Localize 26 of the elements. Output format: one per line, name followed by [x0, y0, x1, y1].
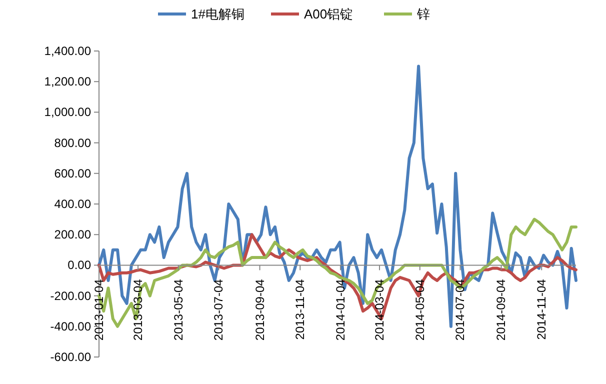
y-tick-label: 1,000.00 [44, 105, 92, 120]
x-tick-label: 2013-11-04 [293, 278, 308, 340]
x-tick-label: 2014-05-04 [412, 278, 427, 341]
y-tick-label: 0.00 [68, 258, 92, 272]
y-tick-label: -200.00 [50, 288, 92, 303]
y-tick-label: 600.00 [54, 166, 92, 180]
legend-label: A00铝锭 [304, 6, 354, 22]
x-tick-label: 2013-01-04 [92, 278, 106, 341]
y-tick-label: -400.00 [50, 319, 92, 334]
legend-label: 锌 [416, 6, 430, 22]
y-tick-label: -600.00 [50, 350, 92, 364]
x-tick-label: 2013-05-04 [171, 278, 186, 341]
x-tick-label: 2013-03-04 [131, 278, 146, 341]
y-tick-label: 400.00 [54, 197, 92, 211]
x-tick-label: 2014-01-04 [333, 278, 348, 341]
x-tick-label: 2014-03-04 [372, 278, 387, 341]
y-tick-label: 200.00 [54, 228, 92, 242]
x-tick-label: 2014-07-04 [453, 278, 468, 341]
legend-label: 1#电解铜 [191, 6, 244, 22]
y-tick-label: 800.00 [54, 136, 92, 150]
x-tick-label: 2013-09-04 [252, 278, 267, 341]
x-tick-label: 2013-07-04 [212, 278, 226, 341]
x-tick-label: 2014-09-04 [494, 278, 508, 341]
x-tick-label: 2014-11-04 [534, 278, 549, 340]
y-tick-label: 1,200.00 [44, 74, 92, 89]
y-tick-label: 1,400.00 [44, 44, 92, 58]
